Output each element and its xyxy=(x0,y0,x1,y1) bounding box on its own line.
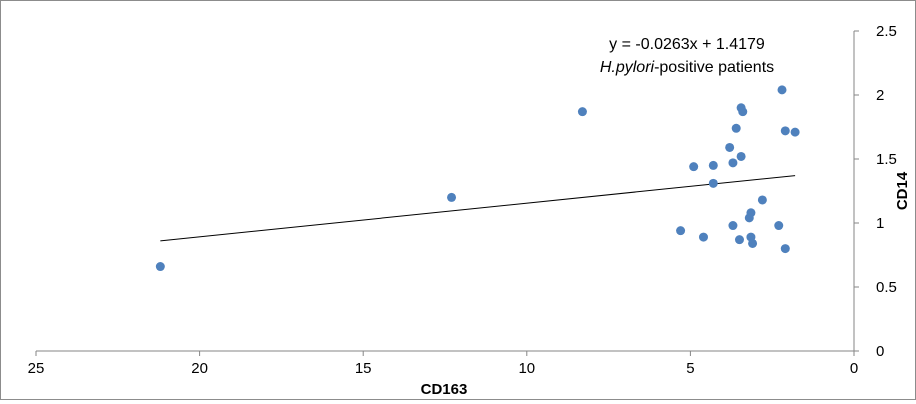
y-tick-label: 2.5 xyxy=(876,23,897,40)
data-point xyxy=(777,85,787,95)
trendline-equation: y = -0.0263x + 1.4179 xyxy=(609,36,765,53)
x-tick-label: 25 xyxy=(28,360,45,377)
data-point xyxy=(774,221,784,231)
data-point xyxy=(780,126,790,136)
data-point xyxy=(708,160,718,170)
y-tick-label: 1.5 xyxy=(876,151,897,168)
data-point xyxy=(790,127,800,137)
x-tick-label: 15 xyxy=(355,360,372,377)
data-point xyxy=(689,162,699,172)
axes xyxy=(36,31,855,352)
data-points xyxy=(155,85,800,272)
data-point xyxy=(757,195,767,205)
data-point xyxy=(734,235,744,245)
x-tick-label: 10 xyxy=(518,360,535,377)
y-tick-label: 2 xyxy=(876,87,884,104)
y-axis-title: CD14 xyxy=(894,171,911,210)
x-tick-label: 20 xyxy=(191,360,208,377)
y-tick-label: 1 xyxy=(876,215,884,232)
trendline-group xyxy=(160,175,796,242)
data-point xyxy=(725,142,735,152)
y-tick-label: 0.5 xyxy=(876,279,897,296)
data-point xyxy=(676,226,686,236)
x-tick-label: 0 xyxy=(850,360,858,377)
y-tick-label: 0 xyxy=(876,343,884,360)
data-point xyxy=(738,107,748,117)
data-point xyxy=(577,107,587,117)
data-point xyxy=(447,192,457,202)
data-point xyxy=(780,244,790,254)
group-label-italic: H.pylori xyxy=(600,59,655,76)
data-point xyxy=(155,262,165,272)
x-axis-title: CD163 xyxy=(421,381,468,398)
data-point xyxy=(736,151,746,161)
data-point xyxy=(728,221,738,231)
group-label-rest: -positive patients xyxy=(654,59,774,76)
data-point xyxy=(731,123,741,133)
data-point xyxy=(698,232,708,242)
data-point xyxy=(748,238,758,248)
data-point xyxy=(708,178,718,188)
group-label: H.pylori-positive patients xyxy=(600,59,774,76)
data-point xyxy=(746,208,756,218)
data-point xyxy=(728,158,738,168)
x-tick-label: 5 xyxy=(686,360,694,377)
ticks: 25 20 15 10 5 0 0 0.5 1 1.5 2 2.5 xyxy=(28,23,897,377)
trendline xyxy=(160,175,796,242)
